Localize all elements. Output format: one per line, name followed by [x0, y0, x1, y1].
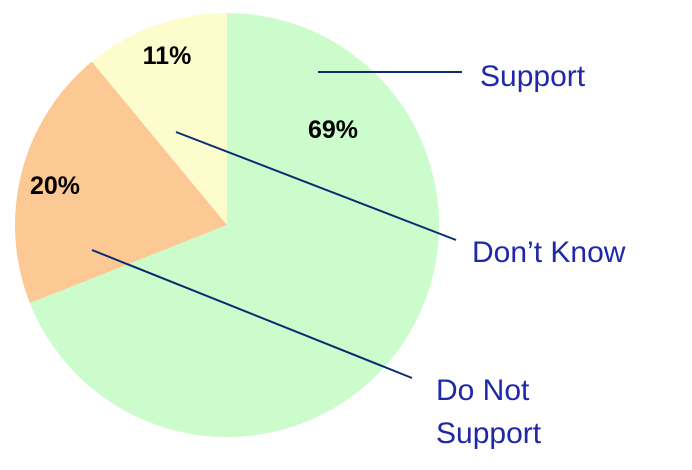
- callout-label-support: Support: [480, 60, 586, 93]
- percent-label-don-t-know: 11%: [143, 42, 192, 70]
- pie-slice-support: [29, 13, 439, 437]
- callout-label-do-not-support-line-2: Support: [436, 417, 542, 450]
- leader-lines: [91, 71, 462, 379]
- pie-slice-don-t-know: [91, 13, 227, 225]
- percent-label-do-not-support: 20%: [30, 172, 80, 200]
- percent-label-support: 69%: [308, 116, 358, 144]
- pie-slices: [14, 13, 439, 437]
- callout-label-do-not-support-line-1: Do Not: [436, 374, 530, 407]
- leader-line-do-not-support: [91, 249, 413, 379]
- pie-slice-do-not-support: [14, 61, 227, 304]
- callout-labels: Support Do Not Support Don’t Know: [436, 60, 626, 450]
- callout-label-don-t-know: Don’t Know: [472, 236, 626, 269]
- percent-labels: 69% 20% 11%: [30, 42, 358, 200]
- leader-line-don-t-know: [175, 131, 457, 241]
